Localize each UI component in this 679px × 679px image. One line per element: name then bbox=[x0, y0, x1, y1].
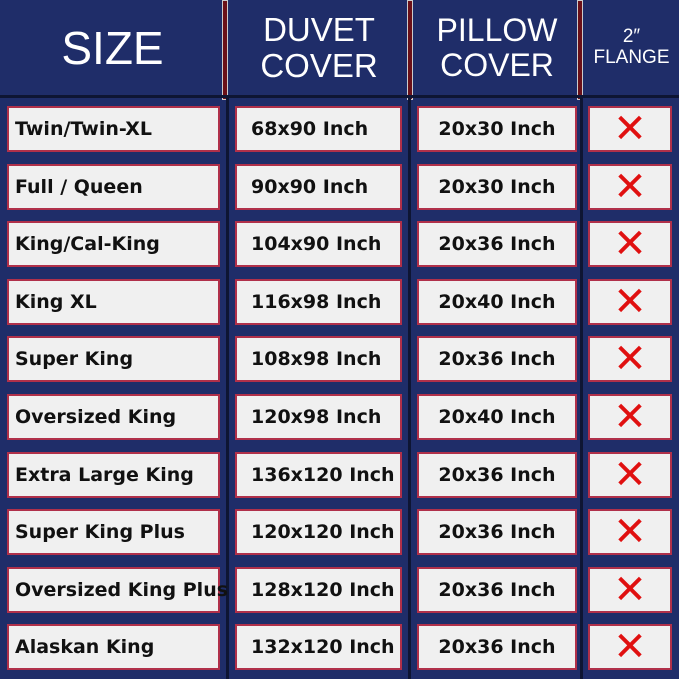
flange-cross-icon-text: ✕ bbox=[613, 221, 647, 268]
flange-cross-icon-text: ✕ bbox=[613, 394, 647, 440]
size-cell: Extra Large King bbox=[7, 451, 220, 498]
pillow-cover-cell: 20x36 Inch bbox=[417, 336, 577, 383]
flange-cross-icon: ✕ bbox=[588, 394, 672, 440]
duvet-cover-cell: 104x90 Inch bbox=[235, 221, 402, 268]
flange-cross-icon: ✕ bbox=[588, 566, 672, 613]
size-cell: Oversized King bbox=[7, 394, 220, 440]
duvet-cover-cell-text: 68x90 Inch bbox=[251, 118, 369, 140]
duvet-cover-cell-text: 116x98 Inch bbox=[251, 290, 382, 313]
header-flange-line1: 2″ bbox=[622, 26, 641, 48]
flange-cross-icon: ✕ bbox=[588, 163, 672, 210]
flange-cross-icon-text: ✕ bbox=[613, 451, 647, 498]
duvet-cover-cell: 116x98 Inch bbox=[235, 278, 402, 325]
size-cell: Alaskan King bbox=[7, 624, 220, 671]
flange-cross-icon-text: ✕ bbox=[613, 163, 647, 210]
flange-cross-icon-text: ✕ bbox=[613, 509, 647, 556]
pillow-cover-cell: 20x40 Inch bbox=[417, 278, 577, 325]
size-cell-text: Full / Queen bbox=[15, 175, 143, 198]
pillow-cover-cell-text: 20x36 Inch bbox=[438, 348, 556, 371]
pillow-cover-cell: 20x40 Inch bbox=[417, 394, 577, 440]
pillow-cover-cell-text: 20x36 Inch bbox=[438, 636, 556, 659]
duvet-cover-cell-text: 136x120 Inch bbox=[251, 463, 395, 486]
flange-cross-icon: ✕ bbox=[588, 221, 672, 268]
pillow-cover-cell-text: 20x40 Inch bbox=[438, 406, 556, 428]
duvet-cover-cell: 132x120 Inch bbox=[235, 624, 402, 671]
duvet-cover-cell-text: 104x90 Inch bbox=[251, 233, 382, 256]
flange-cross-icon-text: ✕ bbox=[613, 336, 647, 383]
pillow-cover-cell: 20x36 Inch bbox=[417, 451, 577, 498]
column-divider bbox=[226, 96, 229, 679]
flange-cross-icon-text: ✕ bbox=[613, 566, 647, 613]
header-size-label: SIZE bbox=[61, 21, 164, 74]
flange-cross-icon: ✕ bbox=[588, 451, 672, 498]
flange-cross-icon: ✕ bbox=[588, 509, 672, 556]
pillow-cover-cell-text: 20x30 Inch bbox=[438, 118, 556, 140]
size-cell: Super King Plus bbox=[7, 509, 220, 556]
pillow-cover-cell: 20x36 Inch bbox=[417, 509, 577, 556]
duvet-cover-cell: 68x90 Inch bbox=[235, 106, 402, 152]
duvet-cover-cell: 120x98 Inch bbox=[235, 394, 402, 440]
header-duvet-line2: COVER bbox=[260, 47, 378, 84]
pillow-cover-cell-text: 20x36 Inch bbox=[438, 521, 556, 544]
size-cell-text: Oversized King Plus bbox=[15, 578, 229, 601]
header-duvet-line1: DUVET bbox=[263, 10, 375, 48]
pillow-cover-cell: 20x30 Inch bbox=[417, 163, 577, 210]
size-cell-text: Oversized King bbox=[15, 406, 177, 428]
size-cell: King XL bbox=[7, 278, 220, 325]
pillow-cover-cell-text: 20x36 Inch bbox=[438, 463, 556, 486]
pillow-cover-cell-text: 20x40 Inch bbox=[438, 290, 556, 313]
header-size: SIZE bbox=[0, 0, 225, 96]
header-divider bbox=[577, 0, 583, 100]
pillow-cover-cell-text: 20x36 Inch bbox=[438, 233, 556, 256]
header-duvet-cover: DUVET COVER bbox=[229, 0, 409, 96]
size-cell-text: Super King bbox=[15, 348, 134, 371]
header-flange: 2″ FLANGE bbox=[584, 0, 679, 96]
header-divider bbox=[407, 0, 413, 100]
pillow-cover-cell: 20x30 Inch bbox=[417, 106, 577, 152]
duvet-cover-cell-text: 128x120 Inch bbox=[251, 578, 395, 601]
column-divider bbox=[580, 96, 583, 679]
size-cell-text: Super King Plus bbox=[15, 521, 185, 544]
header-pillow-line1: PILLOW bbox=[436, 11, 558, 48]
pillow-cover-cell: 20x36 Inch bbox=[417, 624, 577, 671]
duvet-cover-cell-text: 120x98 Inch bbox=[251, 406, 382, 428]
duvet-cover-cell: 136x120 Inch bbox=[235, 451, 402, 498]
duvet-cover-cell-text: 108x98 Inch bbox=[251, 348, 382, 371]
flange-cross-icon-text: ✕ bbox=[613, 278, 647, 325]
flange-cross-icon-text: ✕ bbox=[613, 106, 647, 152]
duvet-cover-cell: 108x98 Inch bbox=[235, 336, 402, 383]
duvet-cover-cell: 120x120 Inch bbox=[235, 509, 402, 556]
header-pillow-line2: COVER bbox=[440, 47, 554, 83]
size-cell: Oversized King Plus bbox=[7, 566, 228, 613]
size-cell: Full / Queen bbox=[7, 163, 220, 210]
flange-cross-icon: ✕ bbox=[588, 106, 672, 152]
pillow-cover-cell-text: 20x36 Inch bbox=[438, 578, 556, 601]
size-cell-text: King XL bbox=[15, 290, 97, 313]
pillow-cover-cell: 20x36 Inch bbox=[417, 221, 577, 268]
pillow-cover-cell: 20x36 Inch bbox=[417, 566, 577, 613]
duvet-cover-cell-text: 90x90 Inch bbox=[251, 175, 369, 198]
size-cell-text: King/Cal-King bbox=[15, 233, 160, 256]
size-cell: Twin/Twin-XL bbox=[7, 106, 220, 152]
flange-cross-icon: ✕ bbox=[588, 336, 672, 383]
duvet-cover-cell-text: 132x120 Inch bbox=[251, 636, 395, 659]
header-flange-line2: FLANGE bbox=[593, 47, 670, 68]
flange-cross-icon: ✕ bbox=[588, 278, 672, 325]
size-cell: Super King bbox=[7, 336, 220, 383]
header-divider bbox=[222, 0, 228, 100]
flange-cross-icon-text: ✕ bbox=[613, 624, 647, 671]
size-cell-text: Twin/Twin-XL bbox=[15, 118, 152, 140]
flange-cross-icon: ✕ bbox=[588, 624, 672, 671]
size-cell-text: Extra Large King bbox=[15, 463, 194, 486]
size-cell: King/Cal-King bbox=[7, 221, 220, 268]
size-cell-text: Alaskan King bbox=[15, 636, 155, 659]
duvet-cover-cell: 90x90 Inch bbox=[235, 163, 402, 210]
header-pillow-cover: PILLOW COVER bbox=[414, 0, 580, 96]
pillow-cover-cell-text: 20x30 Inch bbox=[438, 175, 556, 198]
duvet-cover-cell-text: 120x120 Inch bbox=[251, 521, 395, 544]
column-divider bbox=[408, 96, 411, 679]
duvet-cover-cell: 128x120 Inch bbox=[235, 566, 402, 613]
header-bottom-line bbox=[0, 95, 679, 98]
